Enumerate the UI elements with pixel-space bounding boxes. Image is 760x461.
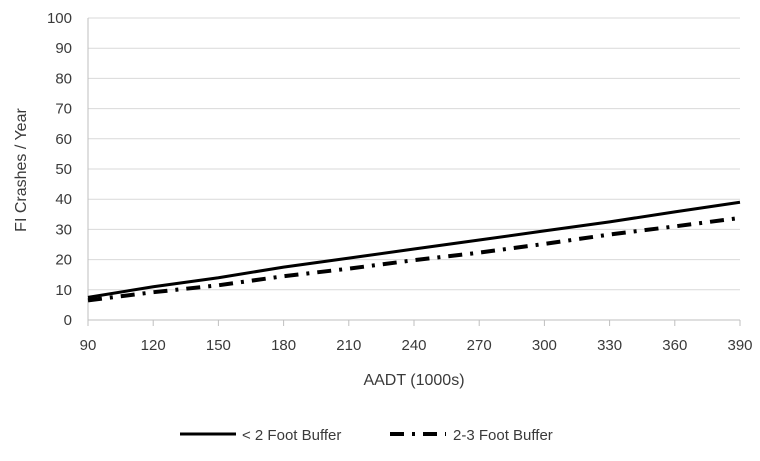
y-tick-label: 20	[55, 252, 72, 269]
series-line-2	[87, 215, 741, 303]
x-tick-label: 210	[336, 337, 361, 354]
y-tick-label: 60	[55, 131, 72, 148]
legend-label-series-2: 2-3 Foot Buffer	[453, 427, 553, 444]
x-tick-label: 240	[401, 337, 426, 354]
gridlines	[88, 17, 740, 291]
y-tick-label: 50	[55, 161, 72, 178]
x-tick-label: 120	[141, 337, 166, 354]
series-lines	[87, 200, 741, 303]
x-tick-label: 330	[597, 337, 622, 354]
tick-labels: 0 10 20 30 40 50 60 70 80 90 100 90 120 150 180 210 240 2…	[47, 10, 753, 354]
axes	[87, 18, 741, 326]
x-tick-label: 150	[206, 337, 231, 354]
y-tick-label: 70	[55, 101, 72, 118]
y-tick-label: 30	[55, 221, 72, 238]
y-tick-label: 10	[55, 282, 72, 299]
x-tick-label: 360	[662, 337, 687, 354]
legend-label-series-1: < 2 Foot Buffer	[242, 427, 341, 444]
y-axis-title: FI Crashes / Year	[13, 108, 30, 232]
y-tick-label: 90	[55, 40, 72, 57]
x-axis-title: AADT (1000s)	[363, 372, 464, 389]
series-line-1	[87, 200, 741, 299]
y-tick-label: 40	[55, 191, 72, 208]
y-tick-label: 100	[47, 10, 72, 27]
x-tick-label: 270	[467, 337, 492, 354]
x-tick-label: 300	[532, 337, 557, 354]
x-tick-label: 90	[80, 337, 97, 354]
y-tick-label: 0	[64, 312, 72, 329]
x-tick-label: 390	[727, 337, 752, 354]
legend: < 2 Foot Buffer 2-3 Foot Buffer	[180, 427, 553, 444]
y-tick-label: 80	[55, 70, 72, 87]
x-tick-label: 180	[271, 337, 296, 354]
